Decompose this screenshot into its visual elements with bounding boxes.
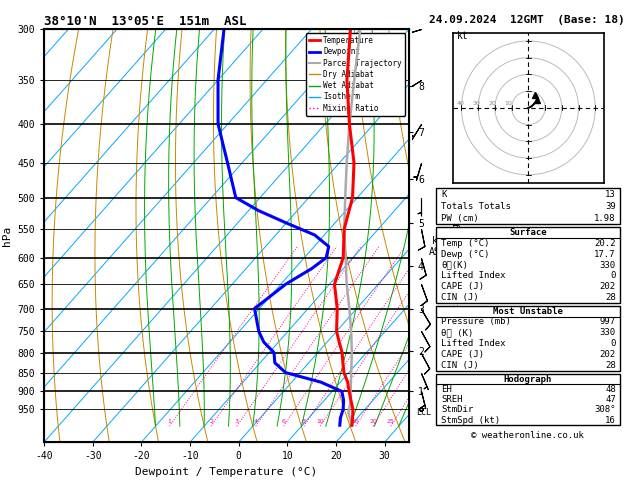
Text: Hodograph: Hodograph	[504, 375, 552, 384]
Text: Most Unstable: Most Unstable	[493, 307, 563, 315]
Text: StmSpd (kt): StmSpd (kt)	[441, 416, 500, 425]
Text: © weatheronline.co.uk: © weatheronline.co.uk	[471, 431, 584, 440]
Text: 3: 3	[235, 419, 239, 424]
Text: 202: 202	[599, 350, 616, 359]
Text: CAPE (J): CAPE (J)	[441, 282, 484, 291]
Text: LCL: LCL	[416, 408, 431, 417]
Text: 40: 40	[457, 102, 465, 106]
Text: 1.98: 1.98	[594, 214, 616, 223]
Text: 0: 0	[610, 271, 616, 280]
Text: Lifted Index: Lifted Index	[441, 339, 506, 348]
Text: 20.2: 20.2	[594, 239, 616, 248]
Text: K: K	[441, 190, 447, 199]
Text: kt: kt	[457, 31, 468, 41]
Text: 48: 48	[605, 385, 616, 394]
Text: 16: 16	[352, 419, 360, 424]
Text: 4: 4	[253, 419, 258, 424]
Text: 28: 28	[605, 293, 616, 302]
Text: 0: 0	[610, 339, 616, 348]
Text: 47: 47	[605, 395, 616, 404]
Text: PW (cm): PW (cm)	[441, 214, 479, 223]
Text: Lifted Index: Lifted Index	[441, 271, 506, 280]
Text: 20: 20	[369, 419, 377, 424]
Text: 997: 997	[599, 317, 616, 327]
Text: 308°: 308°	[594, 405, 616, 415]
Text: 28: 28	[605, 361, 616, 370]
Text: Totals Totals: Totals Totals	[441, 202, 511, 211]
Text: 330: 330	[599, 260, 616, 270]
Text: 8: 8	[302, 419, 306, 424]
Text: 10: 10	[316, 419, 324, 424]
Text: 24.09.2024  12GMT  (Base: 18): 24.09.2024 12GMT (Base: 18)	[429, 15, 625, 25]
Text: StmDir: StmDir	[441, 405, 473, 415]
Text: Surface: Surface	[509, 228, 547, 237]
Text: 16: 16	[605, 416, 616, 425]
Text: 330: 330	[599, 329, 616, 337]
Text: Pressure (mb): Pressure (mb)	[441, 317, 511, 327]
Text: 10: 10	[504, 102, 513, 106]
Text: 30: 30	[473, 102, 481, 106]
Text: 17.7: 17.7	[594, 250, 616, 259]
Text: CIN (J): CIN (J)	[441, 293, 479, 302]
Text: 6: 6	[282, 419, 286, 424]
Text: 2: 2	[209, 419, 213, 424]
Text: θᴇ (K): θᴇ (K)	[441, 329, 473, 337]
Text: Temp (°C): Temp (°C)	[441, 239, 489, 248]
Text: CIN (J): CIN (J)	[441, 361, 479, 370]
Y-axis label: hPa: hPa	[2, 226, 12, 246]
Text: 13: 13	[605, 190, 616, 199]
Text: SREH: SREH	[441, 395, 462, 404]
Text: EH: EH	[441, 385, 452, 394]
Text: Dewp (°C): Dewp (°C)	[441, 250, 489, 259]
X-axis label: Dewpoint / Temperature (°C): Dewpoint / Temperature (°C)	[135, 467, 318, 477]
Text: θᴇ(K): θᴇ(K)	[441, 260, 468, 270]
Text: 39: 39	[605, 202, 616, 211]
Text: 1: 1	[167, 419, 172, 424]
Text: 25: 25	[387, 419, 395, 424]
Text: 38°10'N  13°05'E  151m  ASL: 38°10'N 13°05'E 151m ASL	[44, 15, 247, 28]
Text: 20: 20	[489, 102, 496, 106]
Legend: Temperature, Dewpoint, Parcel Trajectory, Dry Adiabat, Wet Adiabat, Isotherm, Mi: Temperature, Dewpoint, Parcel Trajectory…	[306, 33, 405, 116]
Text: 202: 202	[599, 282, 616, 291]
Text: Mixing Ratio (g/kg): Mixing Ratio (g/kg)	[452, 218, 461, 320]
Text: CAPE (J): CAPE (J)	[441, 350, 484, 359]
Y-axis label: km
ASL: km ASL	[429, 236, 447, 257]
